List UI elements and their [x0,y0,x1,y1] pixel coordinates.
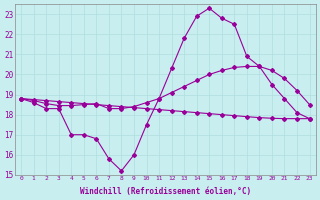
X-axis label: Windchill (Refroidissement éolien,°C): Windchill (Refroidissement éolien,°C) [80,187,251,196]
